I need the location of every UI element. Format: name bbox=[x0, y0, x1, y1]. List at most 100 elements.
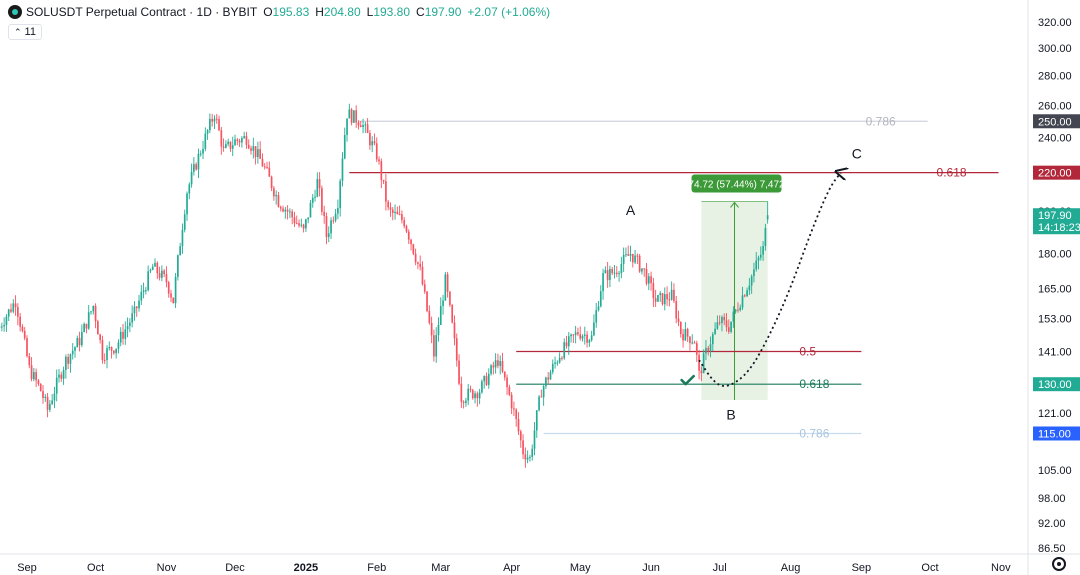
price-axis[interactable]: 320.00300.00280.00260.00240.00200.00180.… bbox=[1027, 0, 1080, 575]
candle-body bbox=[405, 226, 408, 232]
candle-body bbox=[622, 255, 625, 265]
candle-body bbox=[204, 133, 207, 149]
candle-body bbox=[469, 388, 472, 390]
candle-body bbox=[705, 347, 707, 354]
candle-body bbox=[654, 298, 657, 302]
candle-body bbox=[254, 146, 257, 158]
candle-body bbox=[108, 347, 111, 349]
candle-body bbox=[535, 410, 538, 431]
candle-body bbox=[467, 388, 470, 401]
fib-levels[interactable]: 0.786 0.618 0.5 0.618 0.786 bbox=[349, 114, 999, 440]
candle-body bbox=[579, 334, 582, 339]
projection-path[interactable] bbox=[698, 173, 841, 387]
candle-body bbox=[7, 309, 10, 317]
candle-body bbox=[645, 268, 648, 284]
candle-body bbox=[417, 262, 419, 264]
candle-body bbox=[314, 196, 316, 198]
candle-body bbox=[85, 323, 88, 329]
candle-body bbox=[243, 136, 246, 139]
candle-body bbox=[364, 124, 367, 126]
candle-body bbox=[430, 322, 433, 336]
candle-body bbox=[325, 216, 328, 238]
candle-body bbox=[554, 362, 556, 364]
candle-body bbox=[631, 253, 634, 263]
candle-body bbox=[465, 400, 467, 404]
price-label-box[interactable] bbox=[1033, 377, 1080, 392]
candle-body bbox=[51, 400, 53, 404]
price-tick-label: 121.00 bbox=[1038, 408, 1072, 420]
price-label-box[interactable] bbox=[1033, 208, 1080, 235]
close-value: 197.90 bbox=[424, 5, 462, 19]
indicators-toggle[interactable]: ⌃ 11 bbox=[8, 24, 42, 40]
measure-tool[interactable]: 74.72 (57.44%) 7,472 bbox=[688, 174, 785, 400]
candle-body bbox=[650, 276, 652, 284]
candle-body bbox=[659, 293, 662, 296]
candle-body bbox=[526, 457, 529, 460]
candle-body bbox=[515, 409, 518, 420]
candle-body bbox=[750, 276, 753, 286]
candle-body bbox=[33, 372, 35, 380]
candle-body bbox=[58, 374, 60, 378]
price-label-box[interactable] bbox=[1033, 426, 1080, 441]
candle-body bbox=[179, 246, 182, 256]
candle-body bbox=[284, 209, 287, 212]
candle-body bbox=[234, 139, 236, 146]
candle-body bbox=[721, 316, 723, 323]
candle-body bbox=[371, 141, 374, 146]
time-axis[interactable]: Sep Oct Nov Dec 2025 Feb Mar Apr May Jun Jul Aug Sep… bbox=[0, 553, 1080, 574]
candle-body bbox=[565, 342, 568, 347]
candle-body bbox=[321, 188, 323, 212]
candle-body bbox=[69, 354, 72, 364]
candle-body bbox=[37, 380, 40, 384]
price-tick-label: 320.00 bbox=[1038, 17, 1072, 29]
candle-body bbox=[510, 394, 513, 409]
candle-body bbox=[691, 342, 694, 344]
price-label-text: 250.00 bbox=[1038, 116, 1072, 128]
candle-body bbox=[394, 211, 396, 214]
candle-body bbox=[609, 268, 611, 281]
candle-body bbox=[385, 181, 387, 202]
candle-body bbox=[316, 179, 319, 197]
symbol-title[interactable]: SOLUSDT Perpetual Contract · 1D · BYBIT bbox=[26, 5, 258, 19]
candle-body bbox=[76, 337, 79, 348]
price-label-box[interactable] bbox=[1033, 165, 1080, 180]
candle-body bbox=[677, 318, 680, 322]
close-label: C bbox=[416, 5, 425, 19]
candle-body bbox=[410, 239, 412, 245]
candle-body bbox=[193, 164, 195, 172]
candle-body bbox=[1, 326, 3, 328]
candle-body bbox=[519, 431, 522, 441]
time-tick-label: Feb bbox=[367, 562, 386, 574]
candle-body bbox=[259, 149, 262, 159]
candle-body bbox=[641, 268, 643, 272]
settings-icon[interactable] bbox=[1052, 557, 1066, 571]
candle-body bbox=[195, 164, 198, 170]
price-label-text: 14:18:23 bbox=[1038, 222, 1080, 234]
candle-body bbox=[602, 273, 604, 292]
time-tick-label: Oct bbox=[921, 562, 938, 574]
fib-level-label: 0.618 bbox=[799, 377, 829, 391]
candle-body bbox=[593, 322, 595, 336]
candle-body bbox=[444, 274, 447, 301]
candle-body bbox=[449, 291, 451, 306]
candle-body bbox=[487, 373, 490, 385]
time-tick-label: 2025 bbox=[294, 562, 318, 574]
time-tick-label: May bbox=[570, 562, 591, 574]
candle-body bbox=[30, 365, 33, 380]
candle-body bbox=[257, 149, 259, 158]
low-value: 193.80 bbox=[373, 5, 411, 19]
candle-body bbox=[282, 208, 284, 212]
candle-body bbox=[62, 370, 65, 379]
candle-body bbox=[563, 342, 566, 359]
candle-body bbox=[87, 312, 90, 329]
candle-body bbox=[446, 274, 449, 292]
projection-curve[interactable] bbox=[698, 173, 841, 387]
candle-body bbox=[17, 307, 19, 317]
time-tick-label: Nov bbox=[991, 562, 1011, 574]
price-tick-label: 300.00 bbox=[1038, 43, 1072, 55]
price-label-box[interactable] bbox=[1033, 114, 1080, 129]
candle-body bbox=[78, 337, 81, 346]
candle-body bbox=[435, 335, 438, 357]
candle-body bbox=[81, 332, 83, 346]
